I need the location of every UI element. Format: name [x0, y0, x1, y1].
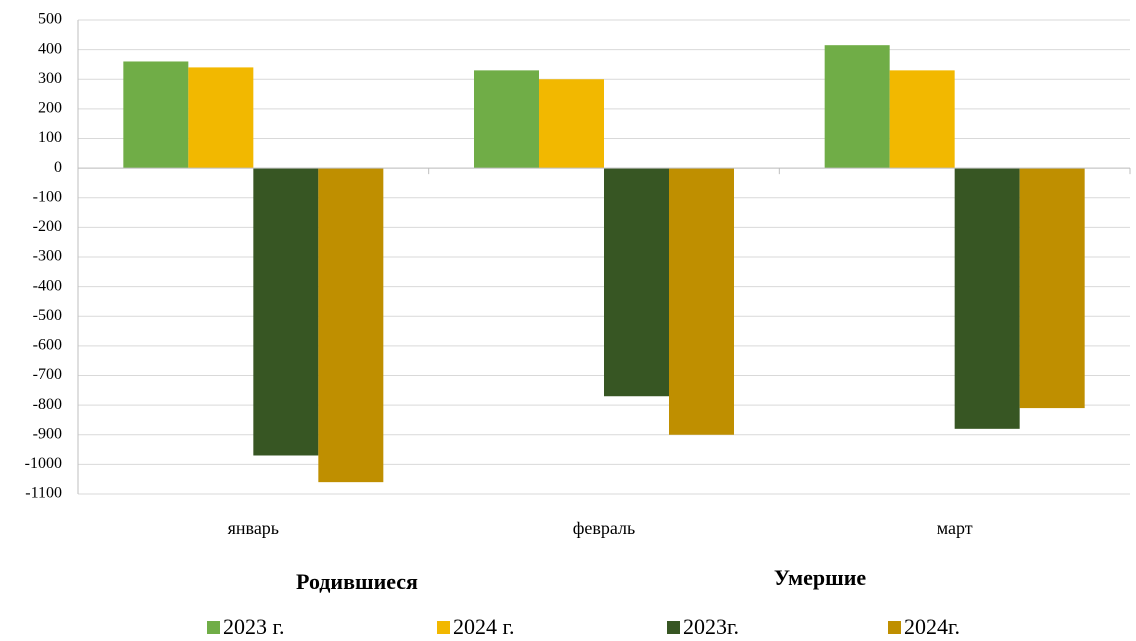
y-tick-label: -400	[33, 277, 62, 294]
y-tick-label: 500	[38, 11, 62, 28]
x-tick-label: март	[937, 518, 973, 538]
bar	[604, 168, 669, 397]
y-tick-label: 200	[38, 100, 62, 117]
y-tick-label: -900	[33, 425, 62, 442]
y-tick-label: -300	[33, 248, 62, 265]
y-tick-label: 100	[38, 129, 62, 146]
bar	[889, 70, 955, 169]
bar	[318, 168, 384, 483]
group-label: Умершие	[774, 565, 867, 590]
y-tick-label: 300	[38, 70, 62, 87]
x-tick-label: февраль	[573, 518, 636, 538]
bar	[253, 168, 319, 456]
legend-label: 2023 г.	[223, 614, 285, 639]
legend-label: 2023г.	[683, 614, 739, 639]
bar	[474, 70, 539, 169]
legend-label: 2024 г.	[453, 614, 515, 639]
y-tick-label: -800	[33, 396, 62, 413]
y-tick-label: -600	[33, 337, 62, 354]
y-tick-label: -200	[33, 218, 62, 235]
bar	[954, 168, 1020, 429]
legend-label: 2024г.	[904, 614, 960, 639]
bar	[123, 61, 189, 169]
bar	[669, 168, 734, 435]
y-tick-label: -1000	[25, 455, 62, 472]
y-tick-label: -100	[33, 188, 62, 205]
legend-swatch	[207, 621, 220, 634]
legend-swatch	[888, 621, 901, 634]
y-tick-label: -500	[33, 307, 62, 324]
y-tick-label: 400	[38, 40, 62, 57]
y-tick-label: 0	[54, 159, 62, 176]
x-tick-label: январь	[228, 518, 279, 538]
y-tick-label: -1100	[25, 485, 62, 502]
legend-swatch	[667, 621, 680, 634]
bar	[1019, 168, 1085, 409]
bar	[824, 45, 890, 169]
bar	[188, 67, 254, 169]
legend-swatch	[437, 621, 450, 634]
y-tick-label: -700	[33, 366, 62, 383]
group-label: Родившиеся	[296, 569, 418, 594]
bar	[539, 79, 604, 169]
